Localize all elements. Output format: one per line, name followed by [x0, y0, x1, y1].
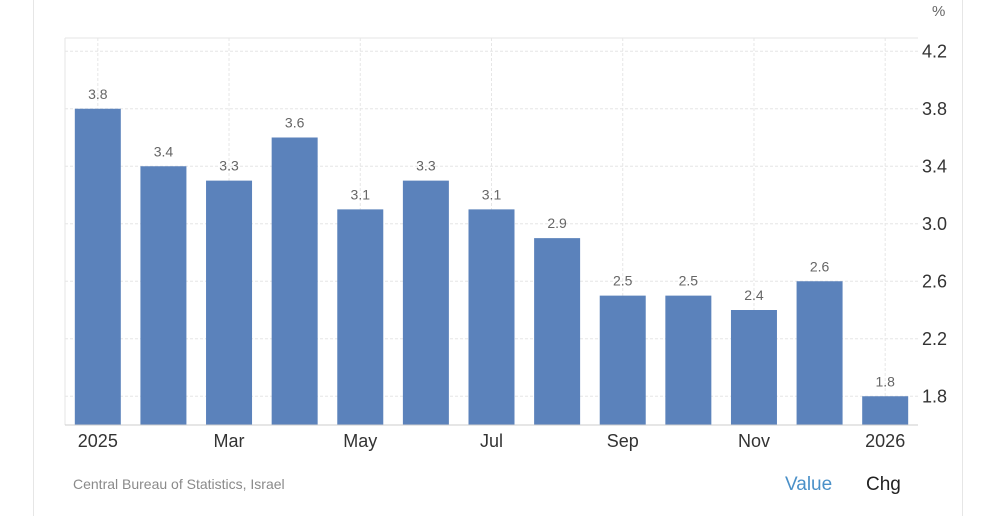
data-label: 2.5	[613, 273, 633, 289]
data-label: 3.3	[219, 158, 239, 174]
y-tick-label: 3.8	[922, 99, 947, 119]
bar[interactable]	[534, 238, 581, 425]
x-tick-label: Mar	[214, 431, 245, 451]
data-label: 1.8	[875, 373, 895, 389]
bar[interactable]	[796, 281, 843, 425]
bar[interactable]	[665, 295, 712, 425]
x-tick-label: 2026	[865, 431, 905, 451]
x-tick-label: Jul	[480, 431, 503, 451]
change-tab[interactable]: Chg	[866, 474, 901, 495]
bar[interactable]	[271, 137, 318, 426]
y-tick-label: 2.2	[922, 329, 947, 349]
bar[interactable]	[599, 295, 646, 425]
data-label: 2.6	[810, 258, 830, 274]
x-tick-label: May	[343, 431, 377, 451]
bar[interactable]	[402, 180, 449, 425]
data-label: 3.3	[416, 158, 436, 174]
y-tick-label: 1.8	[922, 386, 947, 406]
data-label: 2.4	[744, 287, 764, 303]
y-tick-label: 3.0	[922, 214, 947, 234]
bar[interactable]	[74, 108, 121, 425]
bar[interactable]	[730, 310, 777, 425]
data-label: 3.1	[351, 186, 371, 202]
data-label: 3.6	[285, 115, 305, 131]
data-label: 3.1	[482, 186, 502, 202]
bar[interactable]	[468, 209, 515, 425]
bar[interactable]	[337, 209, 384, 425]
bar[interactable]	[206, 180, 253, 425]
source-label: Central Bureau of Statistics, Israel	[73, 476, 285, 492]
y-unit-label: %	[932, 3, 945, 20]
value-tab[interactable]: Value	[785, 474, 833, 495]
x-tick-label: Nov	[738, 431, 770, 451]
y-tick-label: 4.2	[922, 41, 947, 61]
data-label: 3.8	[88, 86, 108, 102]
data-label: 3.4	[154, 143, 174, 159]
x-tick-label: 2025	[78, 431, 118, 451]
bar[interactable]	[862, 396, 909, 425]
bar[interactable]	[140, 166, 187, 425]
data-label: 2.9	[547, 215, 567, 231]
y-tick-label: 3.4	[922, 156, 947, 176]
bar-chart: 4.2 3.8 3.4 3.0 2.6 2.2 1.8% 3.8 2025 3.4 3.3 Mar 3.…	[64, 3, 947, 451]
y-tick-label: 2.6	[922, 271, 947, 291]
chart-frame	[33, 0, 963, 516]
data-label: 2.5	[679, 273, 699, 289]
x-tick-label: Sep	[607, 431, 639, 451]
